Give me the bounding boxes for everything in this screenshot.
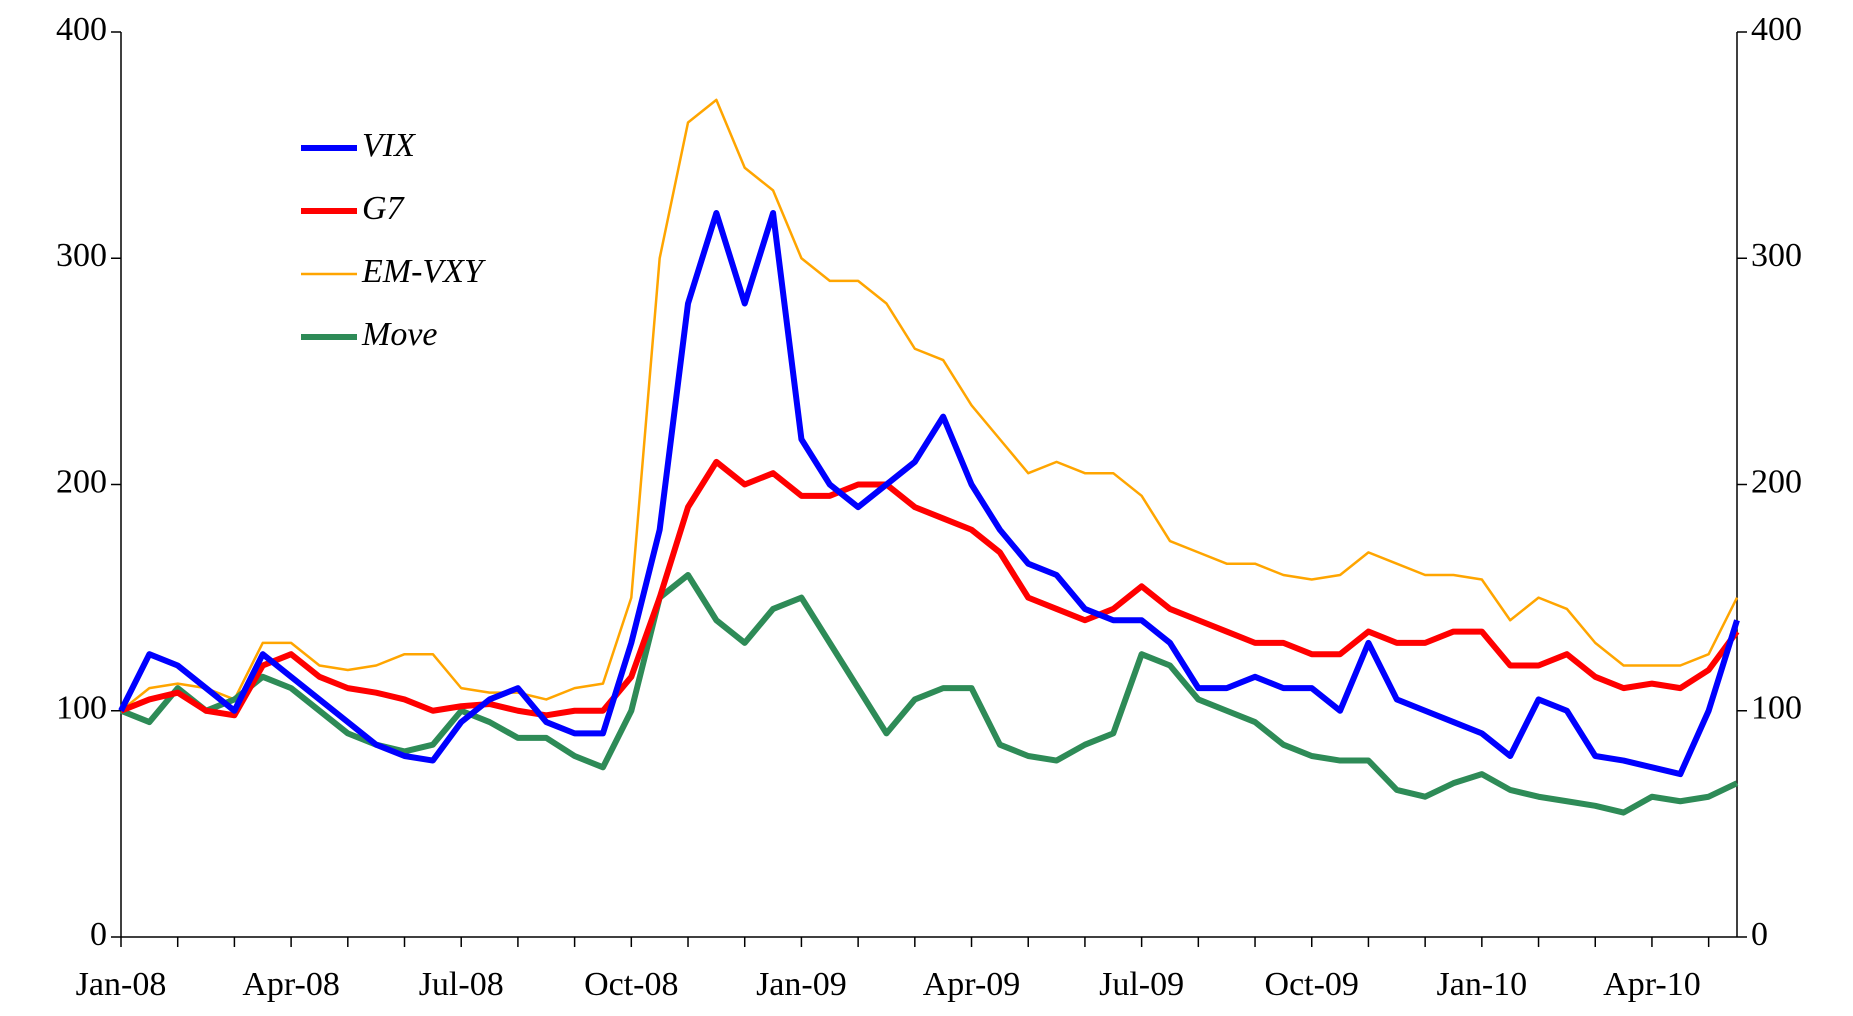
- y2-tick-label: 0: [1751, 916, 1768, 953]
- legend-label: EM-VXY: [361, 253, 486, 290]
- y2-tick-label: 400: [1751, 11, 1802, 48]
- legend-label: G7: [362, 190, 406, 227]
- y-tick-label: 100: [56, 690, 107, 727]
- y-tick-label: 0: [90, 916, 107, 953]
- x-tick-label: Jan-08: [76, 966, 167, 1003]
- x-tick-label: Jul-08: [419, 966, 504, 1003]
- x-tick-label: Jan-09: [756, 966, 847, 1003]
- series-line: [119, 458, 1740, 719]
- x-tick-label: Jan-10: [1437, 966, 1528, 1003]
- series-line: [120, 98, 1739, 712]
- y-tick-label: 300: [56, 237, 107, 274]
- x-tick-label: Oct-09: [1265, 966, 1359, 1003]
- y-tick-label: 400: [56, 11, 107, 48]
- y2-tick-label: 200: [1751, 463, 1802, 500]
- x-tick-label: Apr-08: [242, 966, 340, 1003]
- y-tick-label: 200: [56, 463, 107, 500]
- y2-tick-label: 100: [1751, 690, 1802, 727]
- y2-tick-label: 300: [1751, 237, 1802, 274]
- series-line: [119, 572, 1739, 816]
- legend-label: Move: [361, 316, 438, 353]
- x-tick-label: Apr-09: [923, 966, 1021, 1003]
- series-line: [118, 210, 1740, 778]
- legend-label: VIX: [362, 127, 416, 164]
- x-tick-label: Oct-08: [584, 966, 678, 1003]
- x-tick-label: Apr-10: [1603, 966, 1701, 1003]
- x-tick-label: Jul-09: [1099, 966, 1184, 1003]
